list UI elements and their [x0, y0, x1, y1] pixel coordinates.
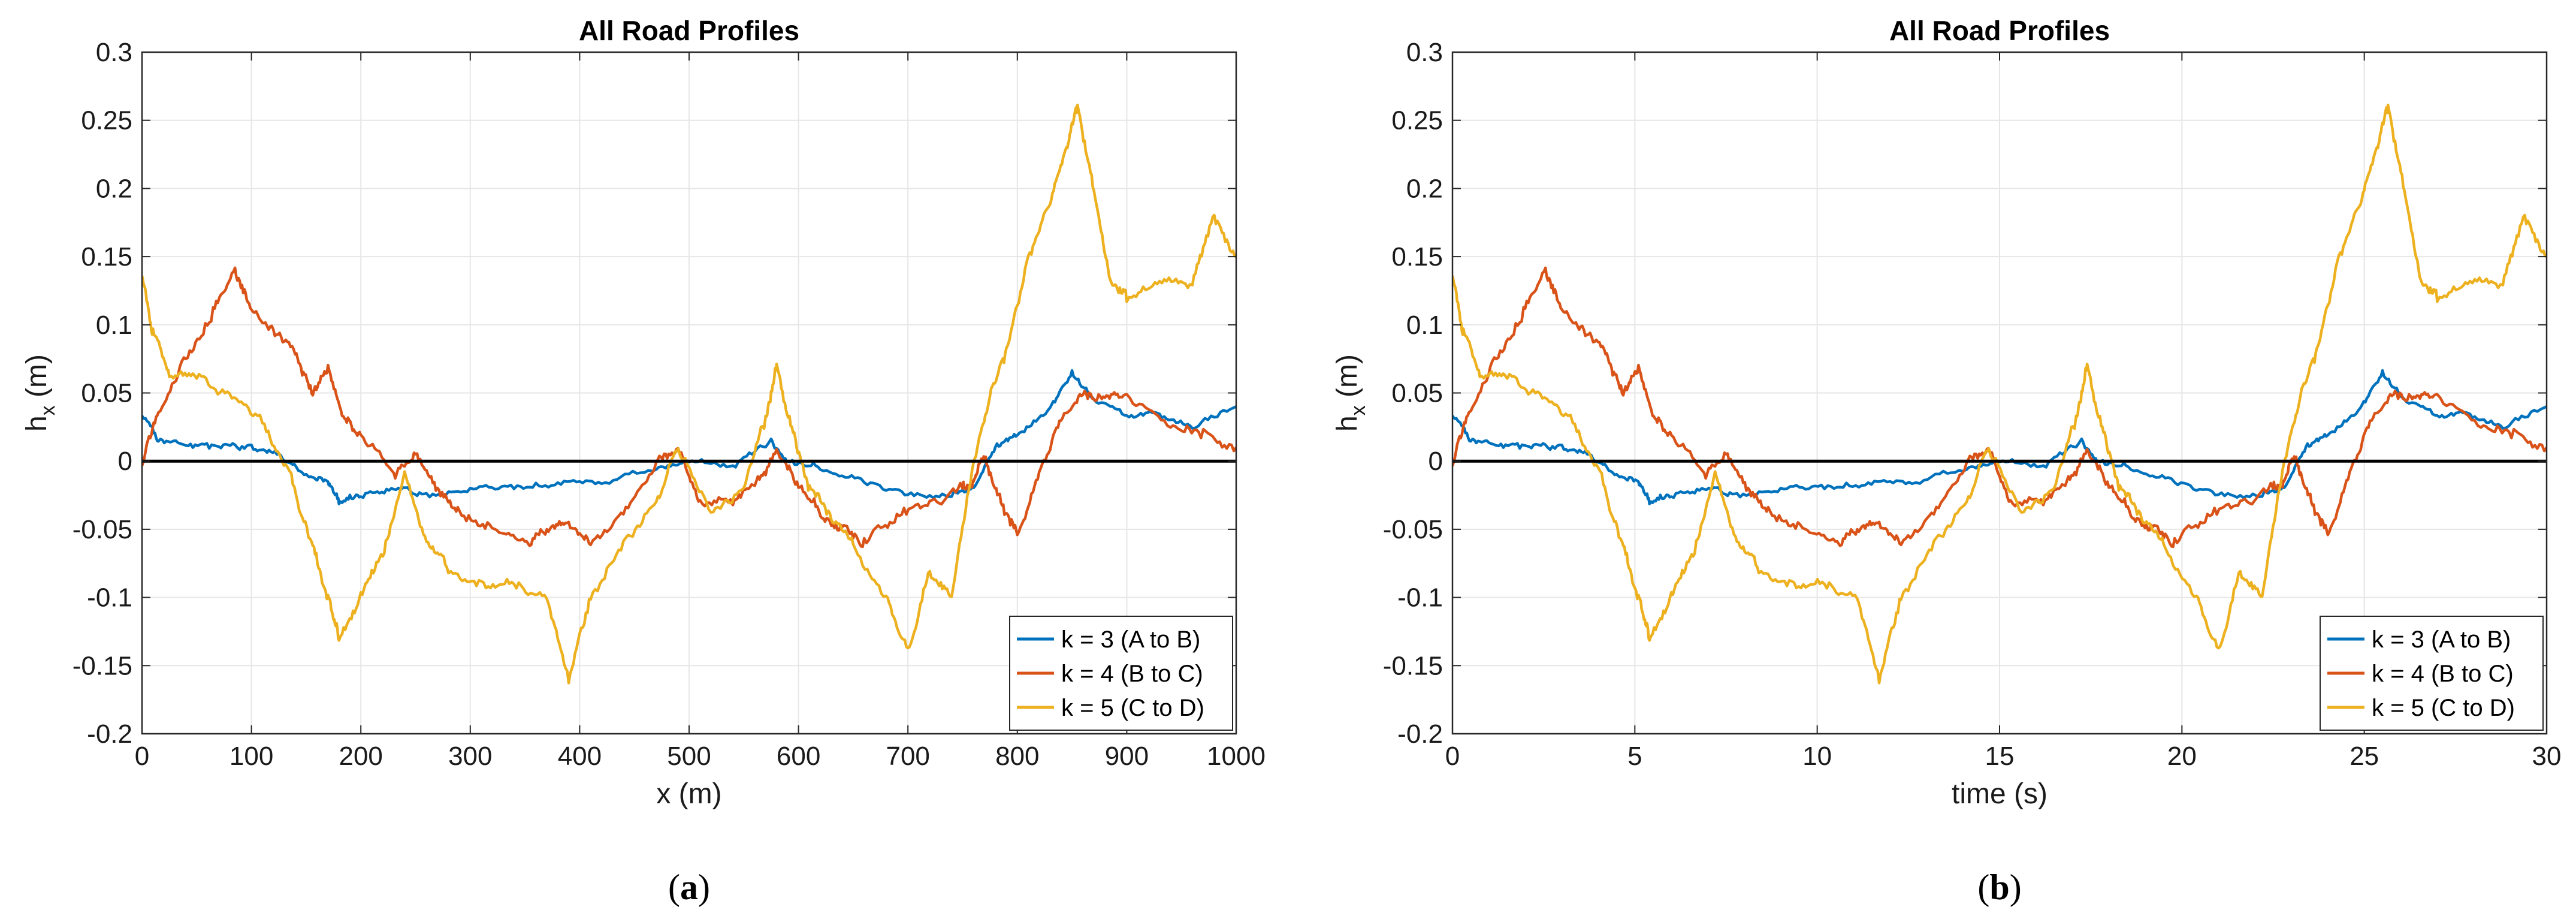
x-tick-label: 15 [1985, 742, 2015, 771]
series-line-k5 [142, 103, 1236, 685]
y-axis-label: hx (m) [1331, 354, 1370, 432]
x-tick-label: 600 [777, 742, 820, 771]
y-tick-label: -0.1 [87, 583, 132, 613]
chart-title: All Road Profiles [579, 15, 799, 46]
legend-entry: k = 5 (C to D) [1061, 695, 1204, 721]
y-tick-label: 0 [1429, 447, 1443, 476]
x-tick-label: 400 [558, 742, 602, 771]
x-tick-label: 1000 [1207, 742, 1266, 771]
x-tick-label: 300 [448, 742, 492, 771]
y-tick-label: 0 [118, 447, 132, 476]
y-tick-label: 0.3 [96, 38, 132, 67]
y-axis-label: hx (m) [21, 354, 59, 432]
y-tick-label: 0.25 [1391, 106, 1443, 135]
caption-close: ) [698, 867, 710, 907]
y-tick-label: -0.05 [1383, 515, 1443, 544]
legend-entry: k = 3 (A to B) [1061, 626, 1200, 653]
panel-caption: (b) [1977, 867, 2021, 907]
y-axis-label-unit: (m) [21, 354, 53, 405]
y-tick-label: -0.2 [87, 719, 132, 749]
x-tick-label: 700 [886, 742, 929, 771]
y-tick-label: -0.2 [1397, 719, 1443, 749]
x-axis-label: x (m) [656, 778, 721, 810]
caption-letter: b [1989, 867, 2009, 907]
panel-caption: (a) [668, 867, 710, 907]
x-tick-label: 30 [2532, 742, 2562, 771]
y-axis-label-sub: x [1347, 405, 1370, 415]
legend-entry: k = 3 (A to B) [2372, 626, 2511, 653]
series-line-k5 [1452, 103, 2547, 685]
y-tick-label: 0.15 [81, 242, 132, 272]
caption-open: ( [1977, 867, 1989, 907]
x-tick-label: 200 [339, 742, 382, 771]
y-axis-label-sub: x [37, 405, 59, 415]
x-tick-label: 0 [135, 742, 149, 771]
y-tick-label: 0.15 [1391, 242, 1443, 272]
legend: k = 3 (A to B) k = 4 (B to C) k = 5 (C to … [1009, 616, 1233, 731]
y-tick-label: -0.05 [73, 515, 132, 544]
x-tick-label: 10 [1802, 742, 1832, 771]
y-tick-label: -0.15 [73, 651, 132, 680]
chart-b: 0 5 10 15 20 25 30 -0.2 -0.15 -0.1 -0.05 0 0.05 0.1 0.… [1331, 15, 2561, 907]
y-tick-label: 0.05 [81, 379, 132, 408]
caption-close: ) [2010, 867, 2022, 907]
x-tick-label: 100 [229, 742, 273, 771]
y-tick-label: 0.1 [96, 311, 132, 340]
x-tick-label: 900 [1105, 742, 1149, 771]
legend-entry: k = 4 (B to C) [1061, 661, 1203, 687]
y-tick-label: -0.15 [1383, 651, 1443, 680]
y-axis-label-main: h [21, 415, 53, 432]
y-tick-label: 0.2 [1406, 174, 1443, 203]
chart-a: 0 100 200 300 400 500 600 700 800 900 1000 -0.2 -0.1… [21, 15, 1266, 907]
x-tick-label: 500 [667, 742, 711, 771]
legend: k = 3 (A to B) k = 4 (B to C) k = 5 (C to … [2320, 616, 2544, 731]
legend-entry: k = 4 (B to C) [2372, 661, 2514, 687]
x-tick-label: 800 [995, 742, 1039, 771]
y-tick-label: -0.1 [1397, 583, 1443, 613]
y-tick-label: 0.3 [1406, 38, 1443, 67]
x-tick-label: 20 [2167, 742, 2197, 771]
legend-entry: k = 5 (C to D) [2372, 695, 2515, 721]
y-tick-label: 0.1 [1406, 311, 1443, 340]
x-axis-label: time (s) [1952, 778, 2047, 810]
caption-open: ( [668, 867, 680, 907]
chart-title: All Road Profiles [1889, 15, 2110, 46]
x-tick-label: 5 [1627, 742, 1642, 771]
y-tick-label: 0.05 [1391, 379, 1443, 408]
x-tick-label: 0 [1445, 742, 1460, 771]
x-tick-label: 25 [2349, 742, 2379, 771]
caption-letter: a [680, 867, 698, 907]
y-tick-label: 0.2 [96, 174, 132, 203]
y-tick-label: 0.25 [81, 106, 132, 135]
y-axis-label-main: h [1331, 415, 1363, 432]
y-axis-label-unit: (m) [1331, 354, 1363, 405]
